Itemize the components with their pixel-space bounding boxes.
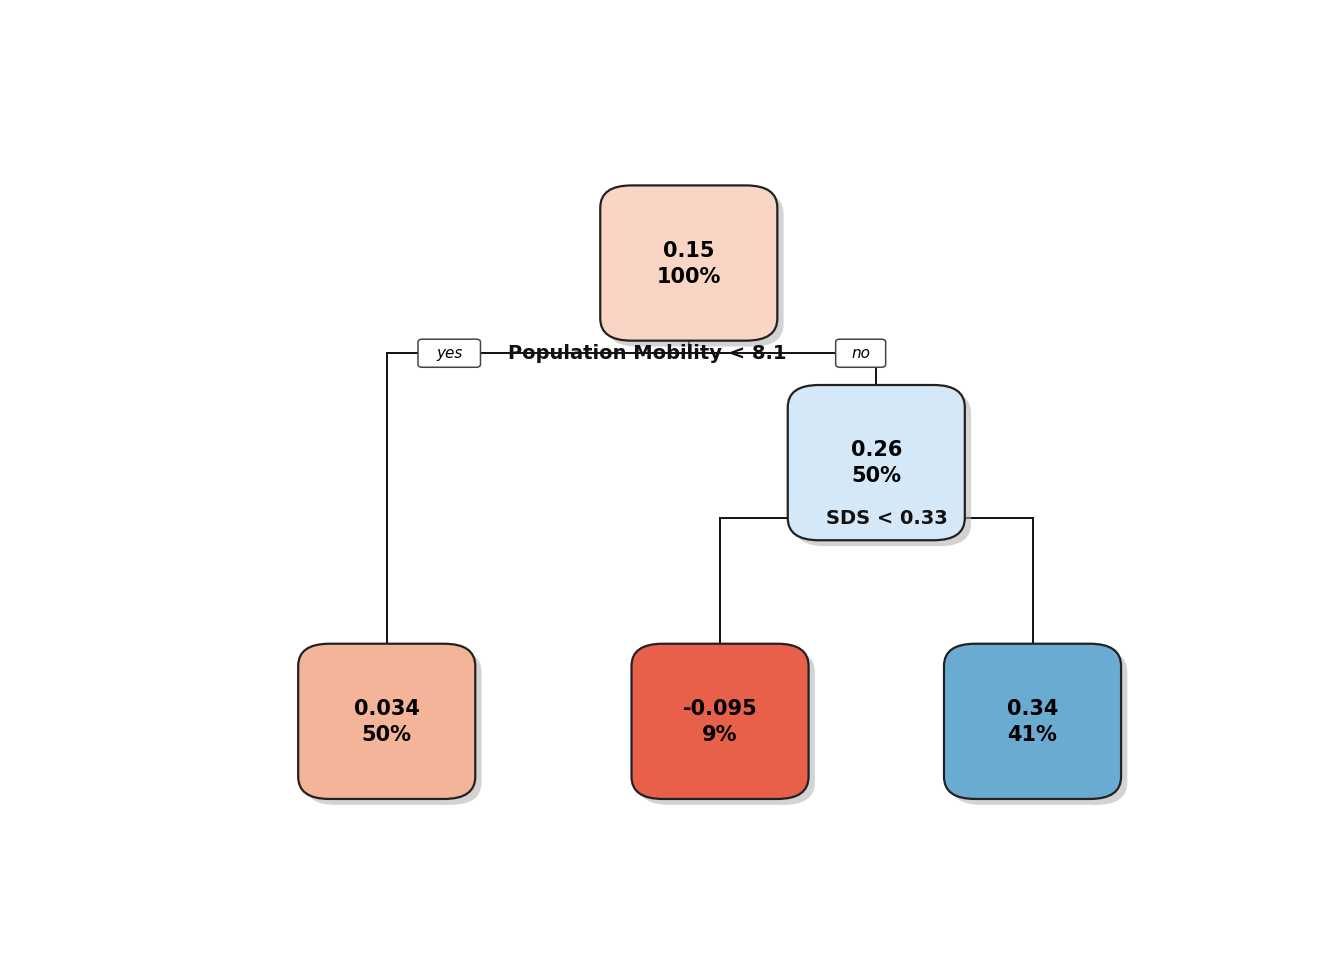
FancyBboxPatch shape — [606, 191, 784, 347]
Text: 50%: 50% — [362, 725, 411, 745]
FancyBboxPatch shape — [632, 644, 809, 799]
FancyBboxPatch shape — [298, 644, 476, 799]
FancyBboxPatch shape — [305, 650, 481, 804]
Text: no: no — [851, 346, 870, 361]
Text: Population Mobility < 8.1: Population Mobility < 8.1 — [508, 344, 786, 363]
Text: SDS < 0.33: SDS < 0.33 — [825, 509, 948, 528]
Text: 0.26: 0.26 — [851, 441, 902, 461]
Text: 41%: 41% — [1008, 725, 1058, 745]
FancyBboxPatch shape — [836, 339, 886, 368]
Text: 0.15: 0.15 — [663, 241, 715, 261]
Text: 0.034: 0.034 — [353, 699, 419, 719]
Text: 50%: 50% — [851, 467, 902, 487]
FancyBboxPatch shape — [950, 650, 1128, 804]
Text: -0.095: -0.095 — [683, 699, 758, 719]
FancyBboxPatch shape — [943, 644, 1121, 799]
Text: 100%: 100% — [657, 267, 720, 287]
Text: yes: yes — [435, 346, 462, 361]
FancyBboxPatch shape — [788, 385, 965, 540]
Text: 0.34: 0.34 — [1007, 699, 1058, 719]
Text: 9%: 9% — [703, 725, 738, 745]
FancyBboxPatch shape — [794, 391, 972, 546]
FancyBboxPatch shape — [418, 339, 481, 368]
FancyBboxPatch shape — [601, 185, 777, 341]
FancyBboxPatch shape — [638, 650, 814, 804]
